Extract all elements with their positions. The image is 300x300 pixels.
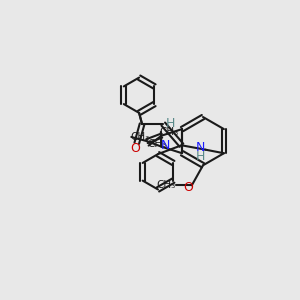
Text: CH₃: CH₃ [130, 132, 149, 142]
Text: CH₃: CH₃ [157, 180, 176, 190]
Text: H: H [166, 117, 175, 130]
Text: N: N [160, 139, 170, 152]
Text: N: N [196, 141, 205, 154]
Text: O: O [183, 181, 193, 194]
Text: O: O [130, 142, 140, 155]
Text: CH₃: CH₃ [147, 139, 167, 149]
Text: H: H [196, 150, 205, 163]
Text: CH₃: CH₃ [160, 127, 179, 137]
